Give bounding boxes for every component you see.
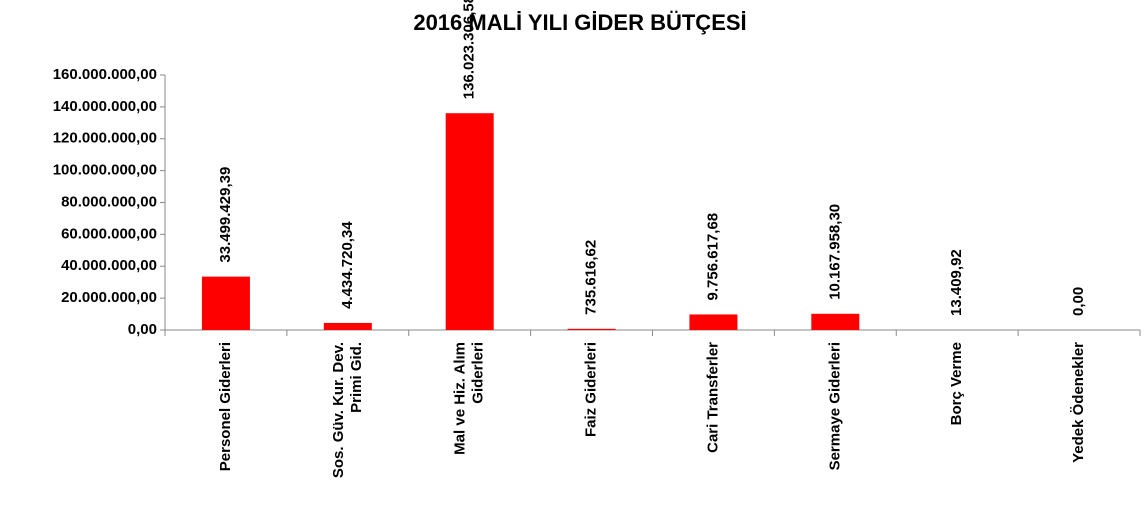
value-label: 0,00 bbox=[1070, 287, 1087, 316]
bar bbox=[445, 113, 494, 330]
y-tick-label: 120.000.000,00 bbox=[53, 130, 157, 147]
bar bbox=[201, 276, 250, 330]
x-tick-label: Personel Giderleri bbox=[217, 342, 234, 471]
value-label: 13.409,92 bbox=[948, 249, 965, 316]
bar bbox=[811, 313, 860, 330]
y-tick-label: 0,00 bbox=[128, 321, 157, 338]
value-label: 10.167.958,30 bbox=[826, 204, 843, 300]
x-tick-label: Borç Verme bbox=[948, 342, 965, 425]
x-tick-label: Faiz Giderleri bbox=[583, 342, 600, 437]
value-label: 735.616,62 bbox=[583, 240, 600, 315]
value-label: 136.023.306,58 bbox=[461, 0, 478, 99]
y-tick-label: 140.000.000,00 bbox=[53, 98, 157, 115]
x-tick-label: Cari Transferler bbox=[704, 342, 721, 453]
x-tick-label: Sos. Güv. Kur. Dev.Primi Gid. bbox=[330, 342, 365, 478]
value-label: 4.434.720,34 bbox=[339, 221, 356, 309]
bar bbox=[689, 314, 738, 330]
chart-title: 2016 MALİ YILI GİDER BÜTÇESİ bbox=[413, 10, 746, 35]
y-tick-label: 100.000.000,00 bbox=[53, 162, 157, 179]
y-tick-label: 60.000.000,00 bbox=[61, 225, 157, 242]
bar bbox=[323, 322, 372, 330]
value-label: 9.756.617,68 bbox=[704, 213, 721, 301]
value-label: 33.499.429,39 bbox=[217, 167, 234, 263]
x-tick-label: Sermaye Giderleri bbox=[826, 342, 843, 470]
x-tick-label: Yedek Ödenekler bbox=[1070, 342, 1087, 463]
bar bbox=[567, 328, 616, 330]
y-tick-label: 160.000.000,00 bbox=[53, 66, 157, 83]
x-tick-label: Mal ve Hiz. AlımGiderleri bbox=[452, 342, 487, 455]
y-tick-label: 40.000.000,00 bbox=[61, 257, 157, 274]
y-tick-label: 80.000.000,00 bbox=[61, 193, 157, 210]
y-tick-label: 20.000.000,00 bbox=[61, 289, 157, 306]
